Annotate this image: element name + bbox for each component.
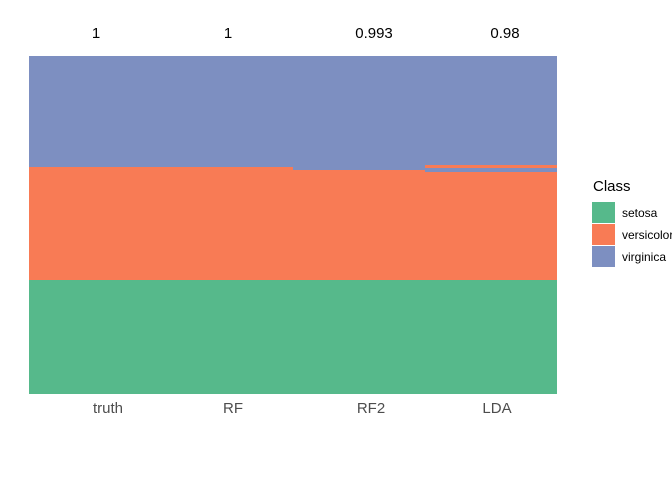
segment-virginica (293, 56, 425, 170)
legend-entry-versicolor: versicolor (592, 224, 672, 245)
segment-virginica (29, 56, 161, 167)
column-RF (161, 56, 293, 394)
legend: setosa versicolor virginica (592, 202, 672, 268)
x-tick-truth: truth (92, 400, 124, 417)
segment-setosa (425, 280, 557, 394)
segment-versicolor (425, 165, 557, 168)
setosa-swatch (592, 202, 615, 223)
x-tick-rf: RF (223, 400, 243, 417)
legend-label-virginica: virginica (622, 249, 667, 264)
legend-entry-setosa: setosa (592, 202, 672, 223)
segment-virginica (161, 56, 293, 167)
accuracy-label-rf: 1 (223, 25, 233, 42)
segment-versicolor (29, 167, 161, 280)
legend-label-setosa: setosa (622, 205, 658, 220)
versicolor-swatch (592, 224, 615, 245)
legend-entry-virginica: virginica (592, 246, 672, 267)
accuracy-label-rf2: 0.993 (355, 25, 393, 42)
column-RF2 (293, 56, 425, 394)
x-tick-rf2: RF2 (356, 400, 386, 417)
segment-versicolor (161, 167, 293, 280)
x-tick-lda: LDA (482, 400, 512, 417)
segment-versicolor (425, 172, 557, 280)
virginica-swatch (592, 246, 615, 267)
segment-virginica (425, 167, 557, 172)
column-truth (29, 56, 161, 394)
accuracy-label-truth: 1 (91, 25, 101, 42)
segment-virginica (425, 56, 557, 165)
segment-versicolor (293, 169, 425, 280)
column-LDA (425, 56, 557, 394)
accuracy-label-lda: 0.98 (490, 25, 520, 42)
plot-area (29, 56, 557, 394)
legend-label-versicolor: versicolor (622, 227, 672, 242)
segment-setosa (293, 280, 425, 394)
legend-title: Class (593, 178, 631, 195)
segment-setosa (161, 280, 293, 394)
segment-setosa (29, 280, 161, 394)
